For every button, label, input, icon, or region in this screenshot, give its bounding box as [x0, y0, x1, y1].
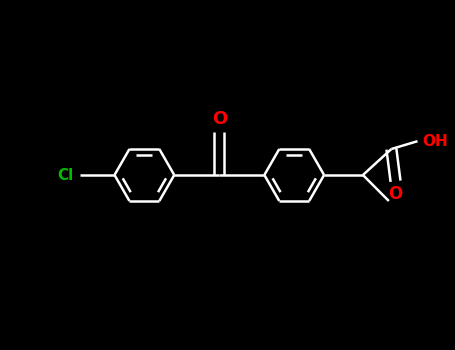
Text: O: O: [389, 185, 403, 203]
Text: OH: OH: [423, 134, 448, 149]
Text: Cl: Cl: [57, 168, 74, 182]
Text: O: O: [212, 110, 227, 128]
